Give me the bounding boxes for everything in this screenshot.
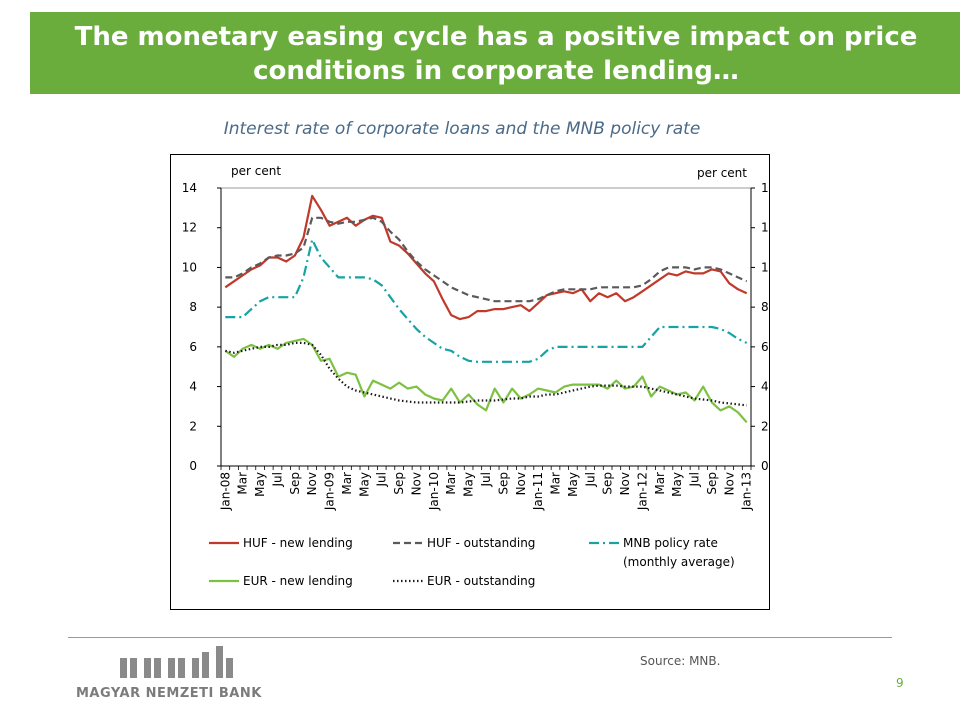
left-y-tick-label: 0: [189, 459, 197, 473]
x-tick-label: Jan-11: [531, 472, 545, 511]
left-y-tick-label: 2: [189, 419, 197, 433]
x-tick-label: Nov: [618, 472, 632, 495]
x-tick-label: Sep: [705, 472, 719, 495]
x-tick-label: Jul: [583, 472, 597, 487]
chart-frame: 0 0 2 2 4 4 6 6 8 8 10 10 12 12 14 14 per cent per cent Ja…: [170, 154, 770, 610]
series-line-2: [225, 238, 748, 363]
left-axis-label: per cent: [231, 164, 281, 178]
title-banner: The monetary easing cycle has a positive…: [30, 12, 960, 94]
slide-title-line1: The monetary easing cycle has a positive…: [74, 22, 918, 52]
legend-label-3: EUR - new lending: [243, 574, 353, 588]
legend-label-4: EUR - outstanding: [427, 574, 535, 588]
x-tick-label: Nov: [409, 472, 423, 495]
left-y-tick-label: 10: [182, 260, 197, 274]
x-tick-label: Mar: [444, 472, 458, 495]
x-tick-label: May: [357, 472, 371, 497]
series-line-4: [225, 341, 747, 407]
footer-divider: [68, 637, 892, 638]
chart-subtitle: Interest rate of corporate loans and the…: [223, 119, 701, 139]
x-tick-label: Jan-13: [740, 472, 754, 511]
legend-label-2-line2: (monthly average): [623, 555, 735, 569]
x-tick-label: Jul: [375, 472, 389, 487]
x-tick-label: Sep: [601, 472, 615, 495]
right-y-tick-label: 14: [761, 181, 769, 195]
x-tick-label: Nov: [514, 472, 528, 495]
x-tick-label: Jan-12: [635, 472, 649, 511]
right-y-tick-label: 2: [761, 419, 769, 433]
left-y-tick-label: 12: [182, 221, 197, 235]
bank-logo-columns-icon: [120, 646, 233, 678]
legend-label-1: HUF - outstanding: [427, 536, 535, 550]
x-tick-label: May: [566, 472, 580, 497]
right-y-tick-label: 4: [761, 380, 769, 394]
x-tick-label: Mar: [549, 472, 563, 495]
slide-title-line2: conditions in corporate lending…: [253, 56, 739, 86]
x-tick-label: Mar: [340, 472, 354, 495]
right-y-tick-label: 10: [761, 260, 769, 274]
left-y-tick-label: 4: [189, 380, 197, 394]
x-tick-label: Jul: [270, 472, 284, 487]
right-y-tick-label: 12: [761, 221, 769, 235]
slide-title: The monetary easing cycle has a positive…: [30, 20, 960, 88]
x-tick-label: May: [462, 472, 476, 497]
left-y-tick-label: 6: [189, 340, 197, 354]
right-axis-label: per cent: [697, 166, 747, 180]
source-note: Source: MNB.: [640, 654, 721, 668]
series-line-0: [224, 194, 748, 321]
line-chart: 0 0 2 2 4 4 6 6 8 8 10 10 12 12 14 14 per cent per cent Ja…: [182, 164, 769, 588]
legend-label-2: MNB policy rate: [623, 536, 718, 550]
series-line-1: [225, 216, 748, 303]
x-tick-label: Sep: [392, 472, 406, 495]
x-tick-label: Jan-09: [323, 472, 337, 511]
x-tick-label: Mar: [236, 472, 250, 495]
bank-logo-icon: MAGYAR NEMZETI BANK: [76, 642, 276, 710]
x-tick-label: Jan-08: [218, 472, 232, 511]
x-tick-label: Mar: [653, 472, 667, 495]
right-y-tick-label: 6: [761, 340, 769, 354]
legend-label-0: HUF - new lending: [243, 536, 353, 550]
x-tick-label: Jul: [479, 472, 493, 487]
x-tick-label: Jan-10: [427, 472, 441, 511]
x-tick-label: Jul: [688, 472, 702, 487]
right-y-tick-label: 8: [761, 300, 769, 314]
x-tick-label: Nov: [305, 472, 319, 495]
x-tick-label: May: [670, 472, 684, 497]
x-tick-label: Sep: [288, 472, 302, 495]
logo-text: MAGYAR NEMZETI BANK: [76, 686, 262, 701]
x-tick-label: Sep: [496, 472, 510, 495]
left-y-tick-label: 8: [189, 300, 197, 314]
page-number: 9: [896, 676, 904, 690]
series-line-3: [224, 337, 748, 424]
left-y-tick-label: 14: [182, 181, 197, 195]
x-tick-label: Nov: [722, 472, 736, 495]
right-y-tick-label: 0: [761, 459, 769, 473]
x-tick-label: May: [253, 472, 267, 497]
